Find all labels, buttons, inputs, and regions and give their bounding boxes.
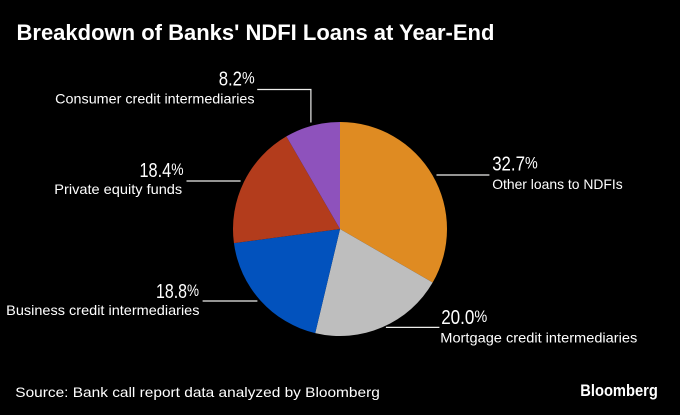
svg-text:20.0%: 20.0%: [441, 307, 487, 329]
svg-text:Business credit intermediaries: Business credit intermediaries: [6, 302, 199, 318]
svg-text:Bloomberg: Bloomberg: [580, 381, 658, 400]
svg-text:Consumer credit intermediaries: Consumer credit intermediaries: [55, 91, 254, 107]
svg-text:Breakdown of Banks' NDFI Loans: Breakdown of Banks' NDFI Loans at Year-E…: [17, 20, 495, 45]
svg-text:18.8%: 18.8%: [156, 281, 199, 303]
svg-text:32.7%: 32.7%: [492, 153, 538, 175]
svg-text:Mortgage credit intermediaries: Mortgage credit intermediaries: [440, 330, 637, 346]
svg-text:18.4%: 18.4%: [140, 160, 184, 182]
svg-text:Source: Bank call report data: Source: Bank call report data analyzed b…: [15, 384, 379, 400]
svg-text:8.2%: 8.2%: [219, 68, 255, 90]
svg-text:Other loans to NDFIs: Other loans to NDFIs: [492, 176, 623, 192]
svg-text:Private equity funds: Private equity funds: [54, 181, 182, 197]
